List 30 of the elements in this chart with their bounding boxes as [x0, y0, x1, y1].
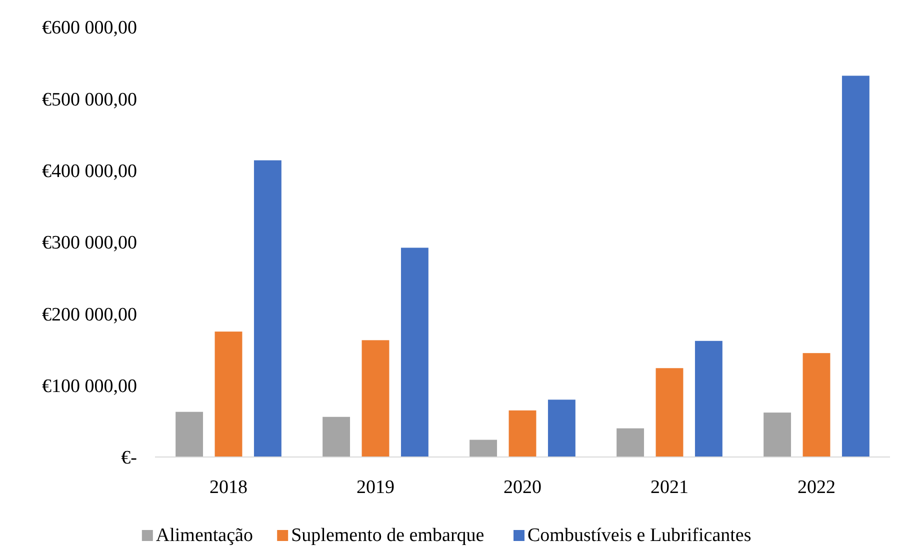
- bar: [508, 410, 536, 457]
- y-tick-label: €100 000,00: [42, 376, 137, 397]
- bar: [362, 340, 390, 457]
- y-tick-label: €300 000,00: [42, 232, 137, 254]
- x-tick-label: 2020: [504, 477, 542, 498]
- bar: [802, 353, 830, 457]
- y-tick-label: €600 000,00: [42, 18, 137, 39]
- legend-label: Combustíveis e Lubrificantes: [528, 525, 752, 546]
- legend-label: Alimentação: [156, 525, 253, 546]
- bar: [616, 428, 644, 457]
- bar: [470, 440, 498, 457]
- x-tick-label: 2019: [356, 477, 394, 498]
- bar: [694, 340, 722, 457]
- bar: [400, 248, 428, 457]
- bar: [254, 160, 282, 457]
- y-tick-label: €-: [121, 448, 137, 469]
- y-tick-label: €500 000,00: [42, 89, 137, 110]
- bar: [656, 368, 684, 457]
- bar: [548, 400, 576, 457]
- x-tick-label: 2018: [210, 477, 248, 498]
- bar: [764, 412, 792, 457]
- x-tick-label: 2021: [650, 477, 688, 498]
- bar: [322, 416, 350, 457]
- bar: [214, 332, 242, 457]
- bar: [176, 412, 204, 457]
- x-tick-label: 2022: [798, 477, 836, 498]
- y-tick-label: €200 000,00: [42, 304, 137, 326]
- y-tick-label: €400 000,00: [42, 160, 137, 182]
- legend-label: Suplemento de embarque: [291, 525, 484, 546]
- bar: [842, 76, 870, 457]
